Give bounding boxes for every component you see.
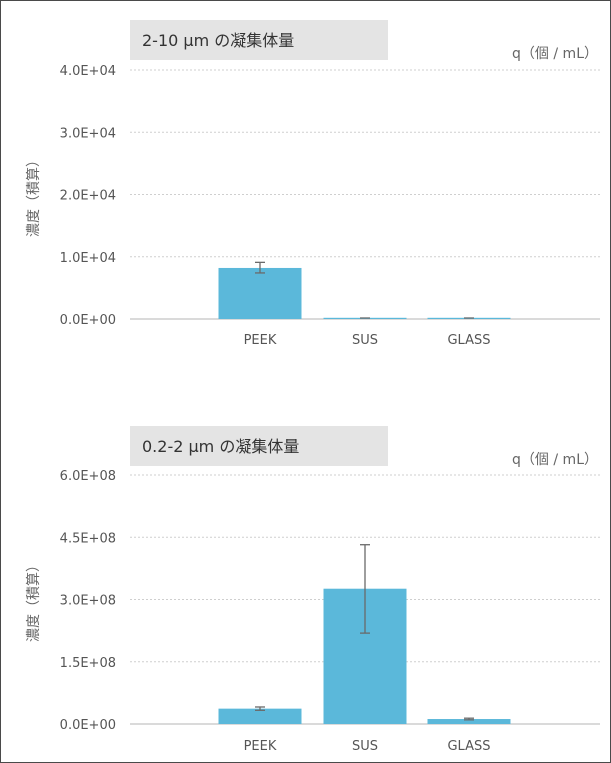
- category-label-sus: SUS: [352, 739, 378, 754]
- bar-peek: [218, 267, 302, 319]
- y-tick-label: 3.0E+08: [60, 594, 116, 609]
- y-tick-label: 3.0E+04: [60, 126, 116, 141]
- chart-title-box: [130, 426, 388, 466]
- bar-glass: [427, 719, 511, 724]
- category-label-peek: PEEK: [244, 333, 277, 348]
- y-tick-label: 6.0E+08: [60, 469, 116, 484]
- y-axis-label: 濃度（積算）: [26, 153, 42, 237]
- chart-panel-2: 0.2-2 µm の凝集体量 q（個 / mL） 0.0E+00 1.5E+08 3.0…: [26, 426, 600, 754]
- chart-title-box: [130, 20, 388, 60]
- error-bar-sus: [360, 544, 370, 634]
- y-tick-label: 4.0E+04: [60, 64, 116, 79]
- error-bar-peek: [255, 261, 265, 274]
- y-tick-label: 4.5E+08: [60, 531, 116, 546]
- unit-label: q（個 / mL）: [512, 46, 598, 62]
- bar-peek: [218, 708, 302, 724]
- error-bar-glass: [464, 717, 474, 721]
- category-label-sus: SUS: [352, 333, 378, 348]
- error-bar-peek: [255, 706, 265, 711]
- y-tick-label: 0.0E+00: [60, 718, 116, 733]
- y-tick-label: 0.0E+00: [60, 313, 116, 328]
- y-tick-label: 2.0E+04: [60, 189, 116, 204]
- y-tick-label: 1.5E+08: [60, 656, 116, 671]
- y-tick-label: 1.0E+04: [60, 251, 116, 266]
- category-label-glass: GLASS: [447, 739, 490, 754]
- y-axis-label: 濃度（積算）: [26, 558, 42, 642]
- unit-label: q（個 / mL）: [512, 452, 598, 468]
- chart-title: 0.2-2 µm の凝集体量: [142, 437, 299, 456]
- chart-title: 2-10 µm の凝集体量: [142, 31, 294, 50]
- category-label-glass: GLASS: [447, 333, 490, 348]
- chart-panel-1: 2-10 µm の凝集体量 q（個 / mL） 0.0E+00 1.0E+04 2.0E…: [26, 20, 600, 348]
- category-label-peek: PEEK: [244, 739, 277, 754]
